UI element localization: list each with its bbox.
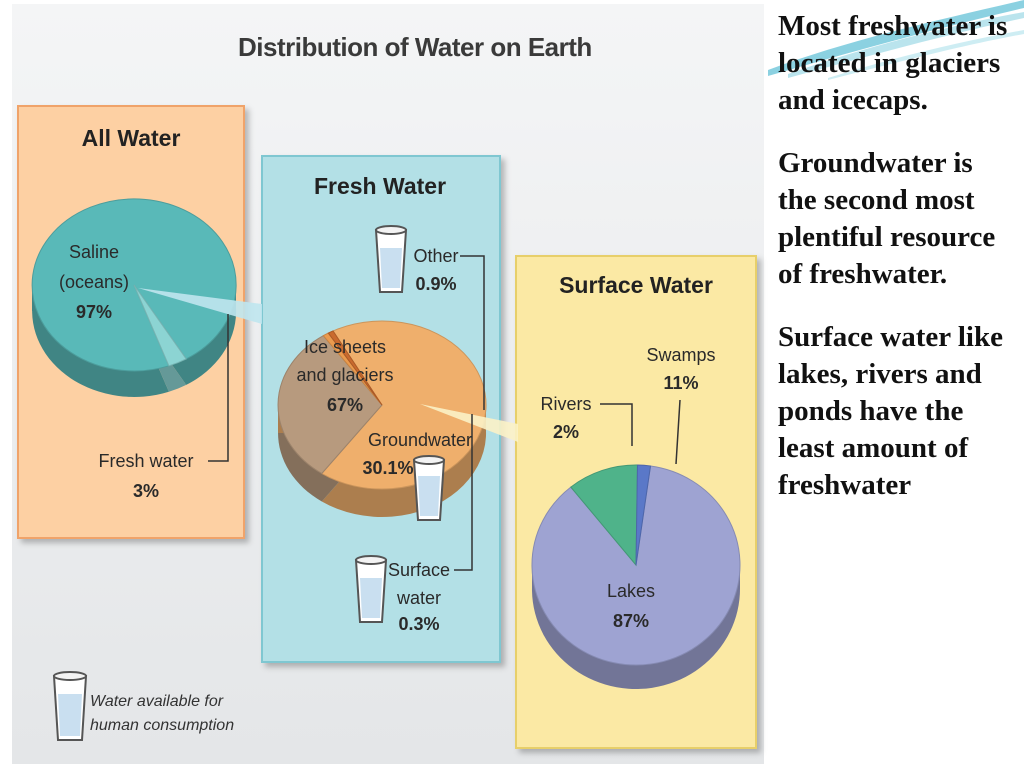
value-lakes: 87% <box>613 611 649 631</box>
value-surface: 0.3% <box>398 614 439 634</box>
value-ice: 67% <box>327 395 363 415</box>
label-other: Other <box>413 246 458 266</box>
chart-title-all-water: All Water <box>82 125 181 151</box>
leader-swamps <box>675 399 681 465</box>
water-glass-icon <box>374 225 408 293</box>
value-other: 0.9% <box>415 274 456 294</box>
bullet-list: Most freshwater is located in glaciers a… <box>778 8 1018 530</box>
pie-slice <box>133 284 187 367</box>
label-groundwater: Groundwater <box>368 430 472 450</box>
pie-slice <box>321 320 487 490</box>
label-saline-line1: Saline <box>69 242 119 262</box>
bullet-item: Most freshwater is located in glaciers a… <box>778 10 1008 116</box>
label-swamps: Swamps <box>646 345 715 365</box>
decorative-swoosh <box>768 0 1024 80</box>
label-ice-line2: and glaciers <box>296 365 393 385</box>
label-lakes: Lakes <box>607 581 655 601</box>
value-fresh-water: 3% <box>133 481 159 501</box>
figure-title: Distribution of Water on Earth <box>238 32 592 62</box>
connector-fresh-to-surface <box>420 404 518 442</box>
pie-slice <box>570 464 639 567</box>
value-swamps: 11% <box>663 373 698 393</box>
pie-fresh-water <box>277 320 487 518</box>
water-glass-icon <box>412 455 446 521</box>
label-surface-line1: Surface <box>388 560 450 580</box>
pie-surface-water <box>531 464 741 690</box>
pie-slice <box>327 330 383 406</box>
water-distribution-figure: Distribution of Water on Earth All Water… <box>12 4 764 764</box>
leader-fresh-water <box>208 314 229 462</box>
leader-surface <box>454 414 473 571</box>
leader-other <box>460 255 485 410</box>
pie-slice <box>277 335 383 475</box>
label-rivers: Rivers <box>540 394 591 414</box>
label-saline-line2: (oceans) <box>59 272 129 292</box>
value-saline: 97% <box>76 302 112 322</box>
label-ice-line1: Ice sheets <box>304 337 386 357</box>
leader-rivers <box>600 403 633 446</box>
chart-title-surface-water: Surface Water <box>559 272 713 298</box>
pie-slice <box>635 464 652 566</box>
bullet-item: Groundwater is the second most plentiful… <box>778 147 996 290</box>
legend-text-line2: human consumption <box>90 717 234 734</box>
value-rivers: 2% <box>553 422 579 442</box>
chart-title-fresh-water: Fresh Water <box>314 173 446 199</box>
pie-all-water <box>31 198 237 397</box>
bullet-item: Surface water like lakes, rivers and pon… <box>778 321 1003 501</box>
connector-all-to-fresh <box>138 288 262 324</box>
value-groundwater: 30.1% <box>362 458 413 478</box>
legend-water-glass-icon <box>52 671 88 741</box>
legend-text-line1: Water available for <box>90 693 224 710</box>
label-fresh-water: Fresh water <box>98 451 193 471</box>
water-glass-icon <box>354 555 388 623</box>
label-surface-line2: water <box>396 588 441 608</box>
figure-area: Distribution of Water on Earth All Water… <box>12 4 764 764</box>
